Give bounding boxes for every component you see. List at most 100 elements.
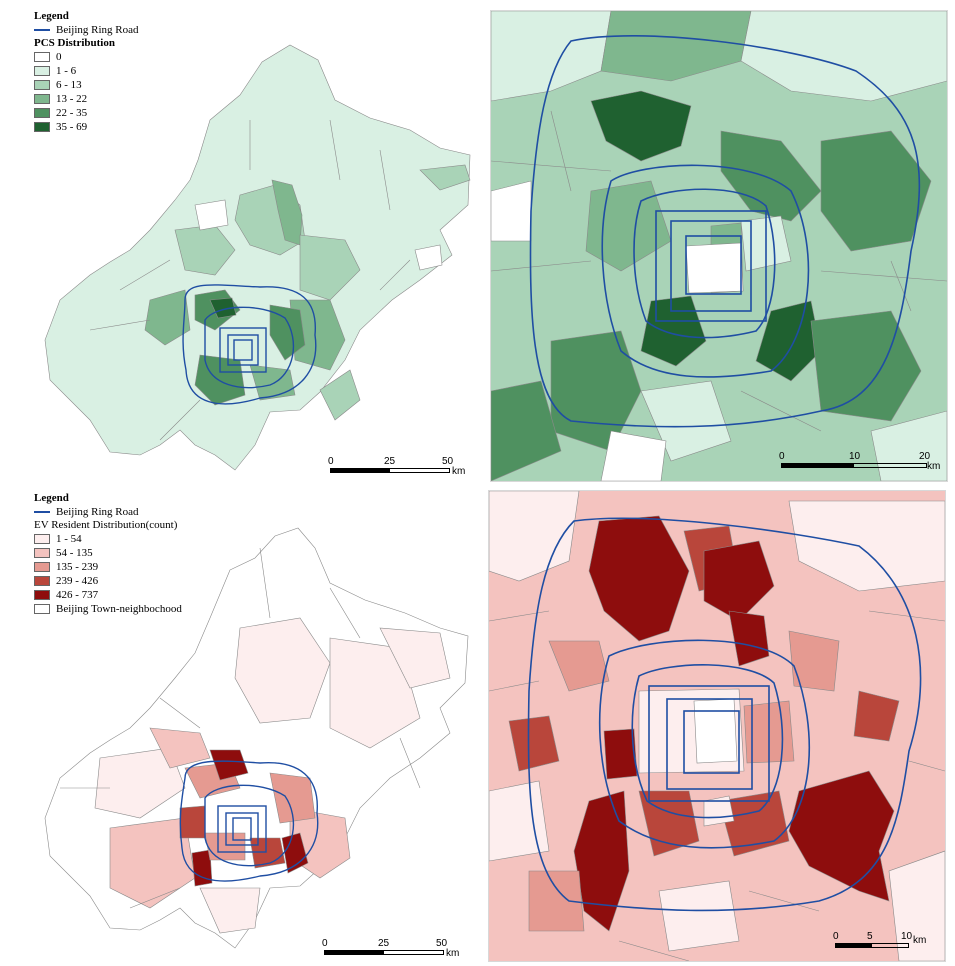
legend-swatch — [34, 576, 50, 586]
beijing-boundary — [44, 44, 471, 471]
district — [788, 770, 895, 902]
scale-label: 20 — [919, 451, 931, 462]
district — [144, 289, 191, 346]
district — [414, 244, 443, 271]
scale-label: 25 — [378, 938, 390, 949]
district — [491, 11, 612, 102]
district — [888, 850, 945, 961]
legend-ring-road: Beijing Ring Road — [34, 505, 182, 519]
ev-legend: Legend Beijing Ring Road EV Resident Dis… — [34, 492, 182, 616]
district — [299, 234, 361, 301]
district — [179, 805, 206, 839]
boundary-label: Beijing Town-neighbochood — [56, 602, 182, 615]
district — [199, 887, 261, 934]
district — [489, 491, 580, 582]
legend-boundary: Beijing Town-neighbochood — [34, 602, 182, 616]
ring-roads — [179, 760, 319, 882]
district — [603, 728, 638, 780]
scale-label: 5 — [867, 931, 873, 942]
pcs-legend: Legend Beijing Ring Road PCS Distributio… — [34, 10, 139, 134]
scale-label: 10 — [849, 451, 861, 462]
ring-roads — [527, 517, 922, 912]
district — [234, 617, 331, 724]
district — [600, 11, 752, 82]
legend-class-label: 135 - 239 — [56, 560, 99, 573]
district — [249, 364, 296, 401]
ev-overview-map-panel: Legend Beijing Ring Road EV Resident Dis… — [0, 488, 480, 966]
legend-swatch — [34, 66, 50, 76]
legend-class-label: 13 - 22 — [56, 92, 88, 105]
district — [94, 747, 186, 819]
legend-class-row: 35 - 69 — [34, 120, 139, 134]
district — [419, 164, 471, 191]
scale-label: 10 — [901, 931, 913, 942]
legend-class-row: 6 - 13 — [34, 78, 139, 92]
ev-overview-map — [44, 527, 469, 949]
scale-unit: km — [913, 935, 927, 946]
district — [718, 790, 790, 857]
legend-class-row: 1 - 54 — [34, 532, 182, 546]
ring-road-line-icon — [34, 29, 50, 31]
district — [728, 610, 770, 667]
legend-class-label: 0 — [56, 50, 62, 63]
district — [194, 199, 229, 231]
ring-roads — [529, 35, 921, 428]
legend-class-row: 135 - 239 — [34, 560, 182, 574]
district — [755, 300, 822, 382]
district — [640, 295, 707, 367]
district — [548, 640, 610, 692]
scale-label: 50 — [442, 456, 454, 467]
legend-swatch — [34, 534, 50, 544]
ring-roads — [182, 284, 317, 405]
pcs-overview-map-panel: Legend Beijing Ring Road PCS Distributio… — [0, 0, 480, 480]
ring-road-line-icon — [34, 511, 50, 513]
scale-label: 0 — [322, 938, 328, 949]
legend-swatch — [34, 590, 50, 600]
district — [329, 637, 421, 749]
legend-class-label: 1 - 6 — [56, 64, 77, 77]
legend-title: Legend — [34, 10, 69, 22]
legend-class-label: 426 - 737 — [56, 588, 99, 601]
legend-swatch — [34, 52, 50, 62]
district — [853, 690, 900, 742]
district — [590, 90, 692, 162]
legend-swatch — [34, 108, 50, 118]
legend-class-label: 1 - 54 — [56, 532, 82, 545]
legend-swatch — [34, 562, 50, 572]
district — [788, 500, 945, 592]
pcs-zoom-map — [491, 11, 947, 481]
district — [491, 180, 532, 242]
legend-swatch — [34, 122, 50, 132]
district — [600, 430, 667, 481]
district — [269, 304, 306, 361]
ev-zoom-map — [489, 491, 945, 961]
district — [204, 832, 246, 861]
scale-bar-overview-ev: 0 25 50 km — [322, 938, 462, 959]
legend-swatch — [34, 94, 50, 104]
district — [489, 780, 550, 862]
district — [379, 627, 451, 689]
district — [693, 698, 738, 764]
scale-bar-zoom: 0 10 20 km — [779, 451, 940, 473]
scale-label: 0 — [833, 931, 839, 942]
scale-label: 50 — [436, 938, 448, 949]
legend-class-row: 1 - 6 — [34, 64, 139, 78]
scale-unit: km — [446, 948, 460, 959]
ev-zoom-map-panel: 0 5 10 km — [488, 490, 946, 962]
district — [191, 849, 213, 887]
legend-class-row: 22 - 35 — [34, 106, 139, 120]
legend-swatch — [34, 548, 50, 558]
district — [149, 727, 211, 769]
legend-ring-road: Beijing Ring Road — [34, 23, 139, 37]
scale-label: 25 — [384, 456, 396, 467]
legend-swatch — [34, 80, 50, 90]
district — [685, 242, 744, 294]
legend-class-row: 54 - 135 — [34, 546, 182, 560]
pcs-zoom-map-panel: 0 10 20 km — [490, 10, 948, 482]
district — [703, 540, 775, 622]
scale-bar-zoom-ev: 0 5 10 km — [833, 931, 943, 953]
district — [508, 715, 560, 772]
legend-class-label: 35 - 69 — [56, 120, 88, 133]
district — [491, 380, 562, 481]
ring-road-label: Beijing Ring Road — [56, 505, 139, 518]
